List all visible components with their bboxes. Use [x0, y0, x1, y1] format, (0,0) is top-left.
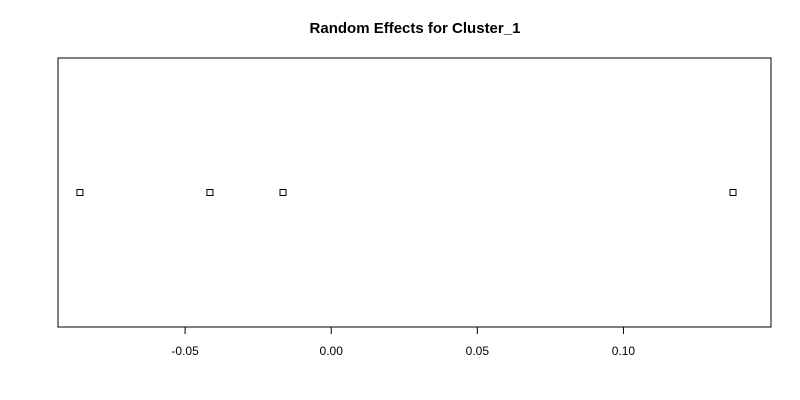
data-point — [76, 189, 84, 196]
plot-frame — [57, 57, 772, 328]
chart-title: Random Effects for Cluster_1 — [309, 20, 521, 37]
x-tick-label: 0.10 — [612, 344, 636, 358]
x-tick-label: 0.05 — [466, 344, 490, 358]
data-point — [729, 189, 737, 196]
data-point — [206, 189, 214, 196]
data-point — [279, 189, 287, 196]
x-tick-label: -0.05 — [171, 344, 199, 358]
plot-marks: -0.05 0.00 0.05 0.10 — [57, 57, 772, 358]
x-tick-label: 0.00 — [320, 344, 344, 358]
